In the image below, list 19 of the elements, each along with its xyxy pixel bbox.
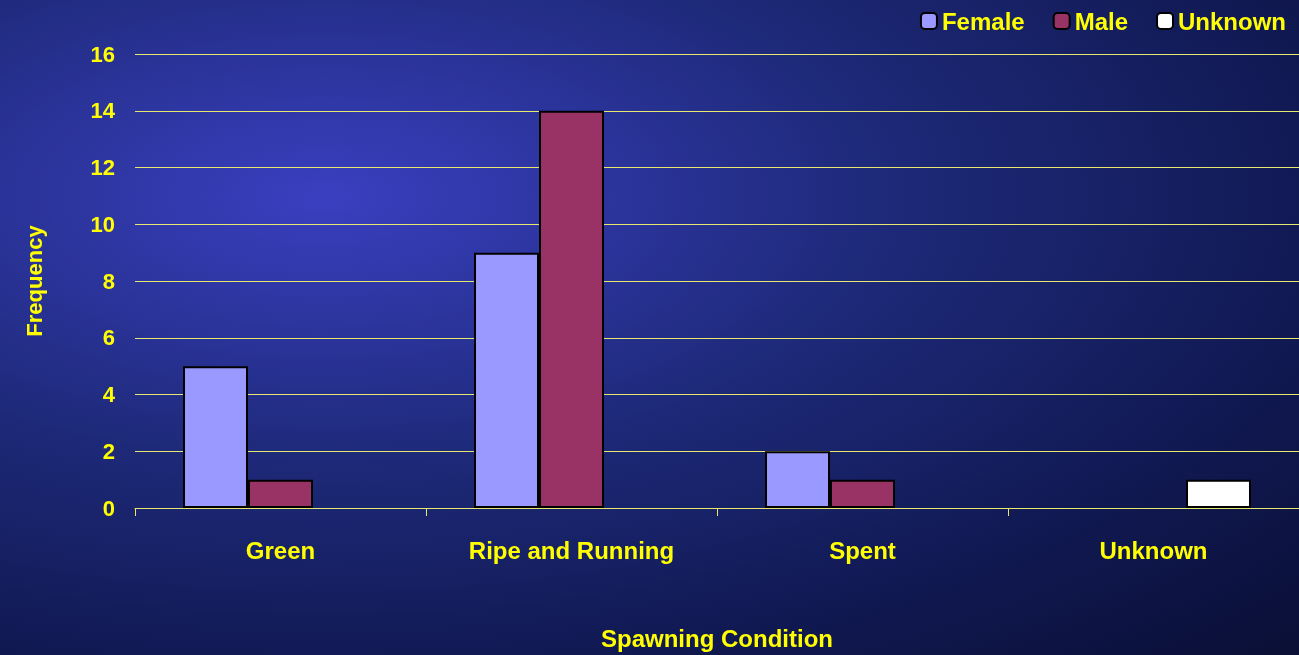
y-tick-label: 10 — [90, 211, 115, 237]
x-tick-label: Green — [245, 536, 316, 564]
legend-label: Female — [941, 7, 1025, 35]
y-tick-label: 12 — [90, 155, 115, 180]
y-tick-label: 8 — [102, 268, 115, 294]
x-axis-title: Spawning Condition — [601, 624, 833, 652]
x-tick-label: Spent — [829, 536, 896, 564]
y-tick-label: 14 — [90, 98, 116, 124]
bar — [1185, 479, 1251, 508]
y-tick-label: 2 — [102, 438, 115, 464]
y-tick-label: 16 — [90, 41, 115, 67]
x-tick-label: Unknown — [1099, 536, 1208, 564]
legend-label: Unknown — [1178, 7, 1287, 35]
y-tick-label: 6 — [102, 325, 115, 351]
y-tick-label: 4 — [102, 382, 116, 407]
y-tick-label: 0 — [102, 495, 115, 521]
y-axis-title: Frequency — [21, 224, 47, 337]
legend-label: Male — [1074, 7, 1129, 35]
x-tick-label: Ripe and Running — [468, 536, 675, 564]
